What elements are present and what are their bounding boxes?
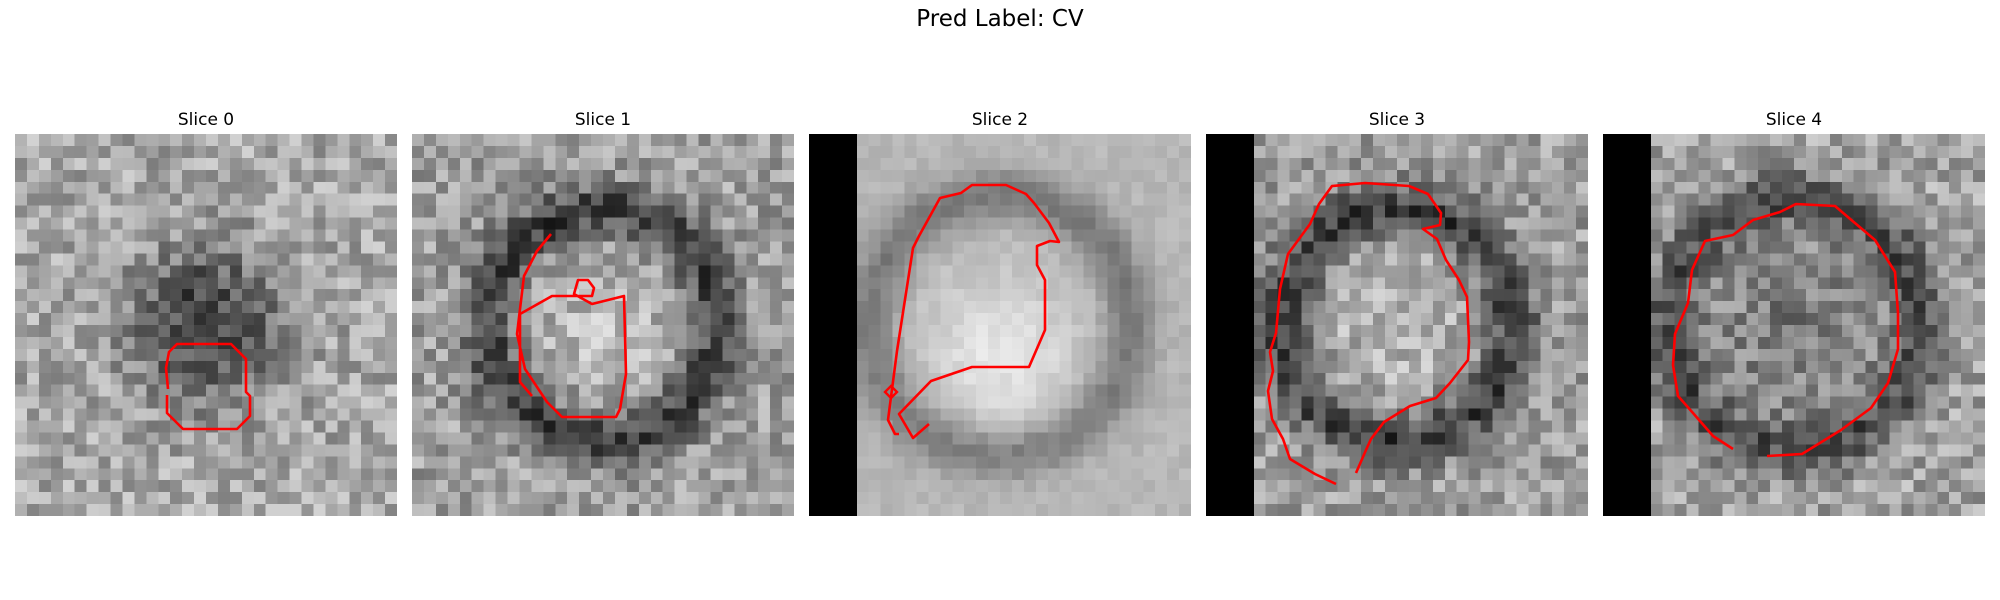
segmentation-contour	[1671, 202, 1900, 458]
grayscale-slice-canvas	[1603, 134, 1985, 516]
segmentation-contour	[164, 342, 252, 431]
slice-panel-2: Slice 2	[809, 110, 1191, 516]
slice-image	[412, 134, 794, 516]
segmentation-contour-small	[883, 384, 899, 400]
segmentation-contour	[1266, 181, 1471, 486]
slice-title: Slice 0	[177, 110, 235, 130]
slice-image	[1603, 134, 1985, 516]
segmentation-overlay	[515, 233, 628, 419]
segmentation-overlay	[1671, 202, 1900, 458]
segmentation-overlay	[883, 183, 1061, 440]
slice-panel-0: Slice 0	[15, 110, 397, 516]
segmentation-contour	[515, 233, 628, 419]
slice-panel-3: Slice 3	[1206, 110, 1588, 516]
grayscale-slice-canvas	[1206, 134, 1588, 516]
slice-title: Slice 4	[1765, 110, 1823, 130]
grayscale-slice-canvas	[809, 134, 1191, 516]
figure-title: Pred Label: CV	[916, 6, 1084, 32]
slice-image	[1206, 134, 1588, 516]
slice-panel-1: Slice 1	[412, 110, 794, 516]
grayscale-slice-canvas	[412, 134, 794, 516]
slice-image	[809, 134, 1191, 516]
grayscale-slice-canvas	[15, 134, 397, 516]
segmentation-overlay	[1266, 181, 1471, 486]
slice-title: Slice 1	[574, 110, 632, 130]
segmentation-contour	[886, 183, 1061, 440]
slice-title: Slice 3	[1368, 110, 1426, 130]
slice-panel-4: Slice 4	[1603, 110, 1985, 516]
slice-title: Slice 2	[971, 110, 1029, 130]
segmentation-overlay	[164, 342, 252, 431]
slice-image	[15, 134, 397, 516]
